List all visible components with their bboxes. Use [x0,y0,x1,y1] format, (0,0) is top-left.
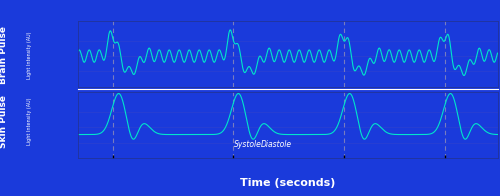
Text: Brain Pulse: Brain Pulse [0,26,8,84]
Text: Systole: Systole [234,140,262,149]
Text: Diastole: Diastole [260,140,292,149]
Text: Skin Pulse: Skin Pulse [0,95,8,148]
Text: Light Intensity (AU): Light Intensity (AU) [26,98,32,145]
Text: Time (seconds): Time (seconds) [240,178,335,188]
Text: Light Intensity (AU): Light Intensity (AU) [26,31,32,79]
